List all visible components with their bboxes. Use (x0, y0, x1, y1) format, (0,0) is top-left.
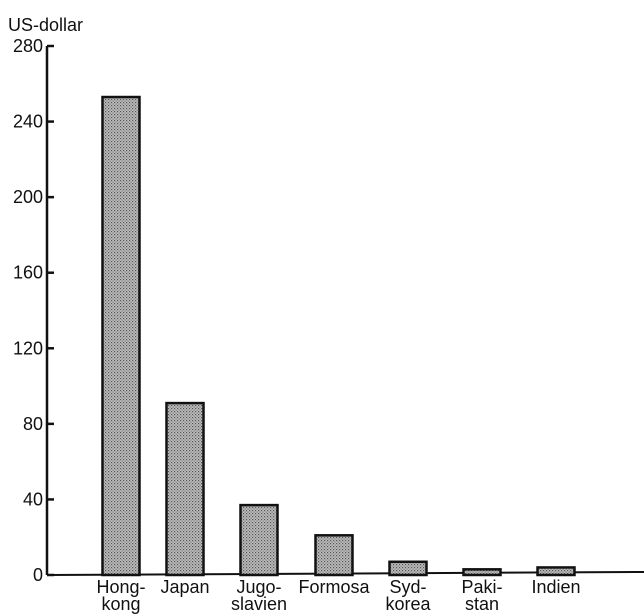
x-tick-label: Hong- (96, 577, 145, 597)
x-tick-label: Formosa (298, 577, 370, 597)
y-tick-label: 200 (13, 187, 43, 207)
x-tick-label: Paki- (461, 577, 502, 597)
y-tick-label: 40 (23, 489, 43, 509)
bar (314, 534, 354, 577)
x-tick-label: Indien (531, 577, 580, 597)
y-tick-label: 80 (23, 414, 43, 434)
bar (165, 401, 205, 577)
x-tick-label: korea (385, 594, 431, 614)
bar (388, 560, 428, 577)
y-tick-label: 240 (13, 112, 43, 132)
y-axis-label: US-dollar (8, 15, 83, 35)
bar (101, 95, 141, 577)
x-tick-label: Jugo- (236, 577, 281, 597)
x-tick-label: Syd- (389, 577, 426, 597)
y-tick-label: 280 (13, 36, 43, 56)
y-tick-label: 0 (33, 565, 43, 585)
x-tick-label: stan (465, 594, 499, 614)
y-tick-label: 120 (13, 338, 43, 358)
y-tick-label: 160 (13, 263, 43, 283)
x-tick-label: kong (101, 594, 140, 614)
bar (239, 503, 279, 577)
bar (462, 568, 502, 577)
x-tick-label: slavien (231, 594, 287, 614)
bar (536, 566, 576, 577)
bars (101, 95, 576, 577)
x-tick-label: Japan (160, 577, 209, 597)
x-axis-labels: Hong-kong Japan Jugo-slavien Formosa Syd-kor… (96, 577, 580, 614)
axes: 0 40 80 120 160 200 240 280 (13, 36, 644, 585)
